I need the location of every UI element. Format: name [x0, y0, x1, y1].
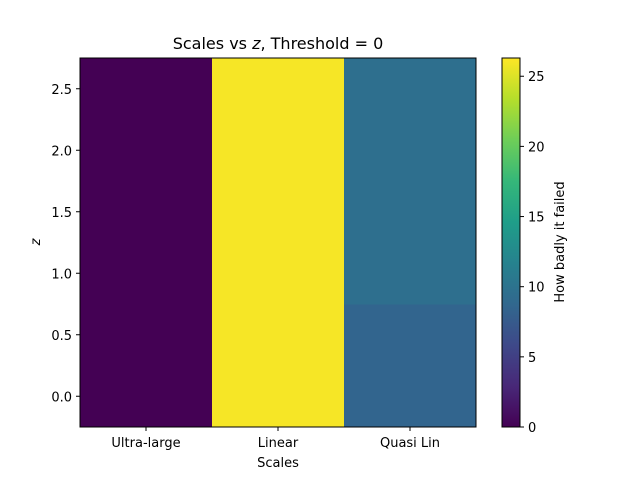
colorbar-tick-label: 25	[528, 70, 545, 85]
x-tick-label: Linear	[258, 436, 299, 451]
y-tick-label: 2.5	[51, 83, 72, 98]
heatmap-cell	[80, 181, 213, 243]
colorbar-tick-label: 20	[528, 140, 545, 155]
heatmap-cell	[344, 58, 477, 120]
heatmap-cell	[80, 304, 213, 366]
x-tick-label: Quasi Lin	[380, 436, 440, 451]
heatmap-cell	[344, 242, 477, 305]
y-tick-label: 2.0	[51, 144, 72, 159]
heatmap-cell	[80, 58, 213, 120]
y-tick-label: 1.5	[51, 206, 72, 221]
heatmap-cell	[212, 304, 345, 366]
colorbar-tick-label: 15	[528, 211, 545, 226]
heatmap-cell	[212, 365, 345, 428]
heatmap-cell	[212, 181, 345, 243]
heatmap-cells	[80, 58, 477, 428]
heatmap-cell	[344, 365, 477, 428]
y-tick-label: 0.0	[51, 390, 72, 405]
heatmap-cell	[80, 119, 213, 182]
colorbar-tick-label: 10	[528, 281, 545, 296]
title-suffix: , Threshold = 0	[260, 34, 383, 53]
colorbar-tick-label: 5	[528, 351, 536, 366]
colorbar-tick-label: 0	[528, 421, 536, 436]
colorbar-axis: 0 5 10 15 20 25	[520, 70, 545, 436]
heatmap-cell	[344, 304, 477, 366]
y-axis: 0.0 0.5 1.0 1.5 2.0 2.5	[51, 83, 80, 405]
title-prefix: Scales vs	[173, 34, 252, 53]
x-axis-label: Scales	[257, 456, 299, 471]
x-axis: Ultra-large Linear Quasi Lin	[111, 427, 440, 451]
y-axis-label: z	[29, 237, 44, 246]
colorbar	[501, 57, 521, 428]
heatmap-cell	[212, 58, 345, 120]
colorbar-label: How badly it failed	[553, 181, 568, 302]
title-variable: z	[251, 34, 261, 53]
chart-title: Scales vs z, Threshold = 0	[173, 34, 384, 53]
y-tick-label: 1.0	[51, 267, 72, 282]
heatmap-cell	[80, 242, 213, 305]
heatmap-cell	[80, 365, 213, 428]
heatmap-cell	[212, 119, 345, 182]
heatmap-cell	[344, 181, 477, 243]
y-tick-label: 0.5	[51, 329, 72, 344]
x-tick-label: Ultra-large	[111, 436, 180, 451]
heatmap-cell	[344, 119, 477, 182]
heatmap-cell	[212, 242, 345, 305]
